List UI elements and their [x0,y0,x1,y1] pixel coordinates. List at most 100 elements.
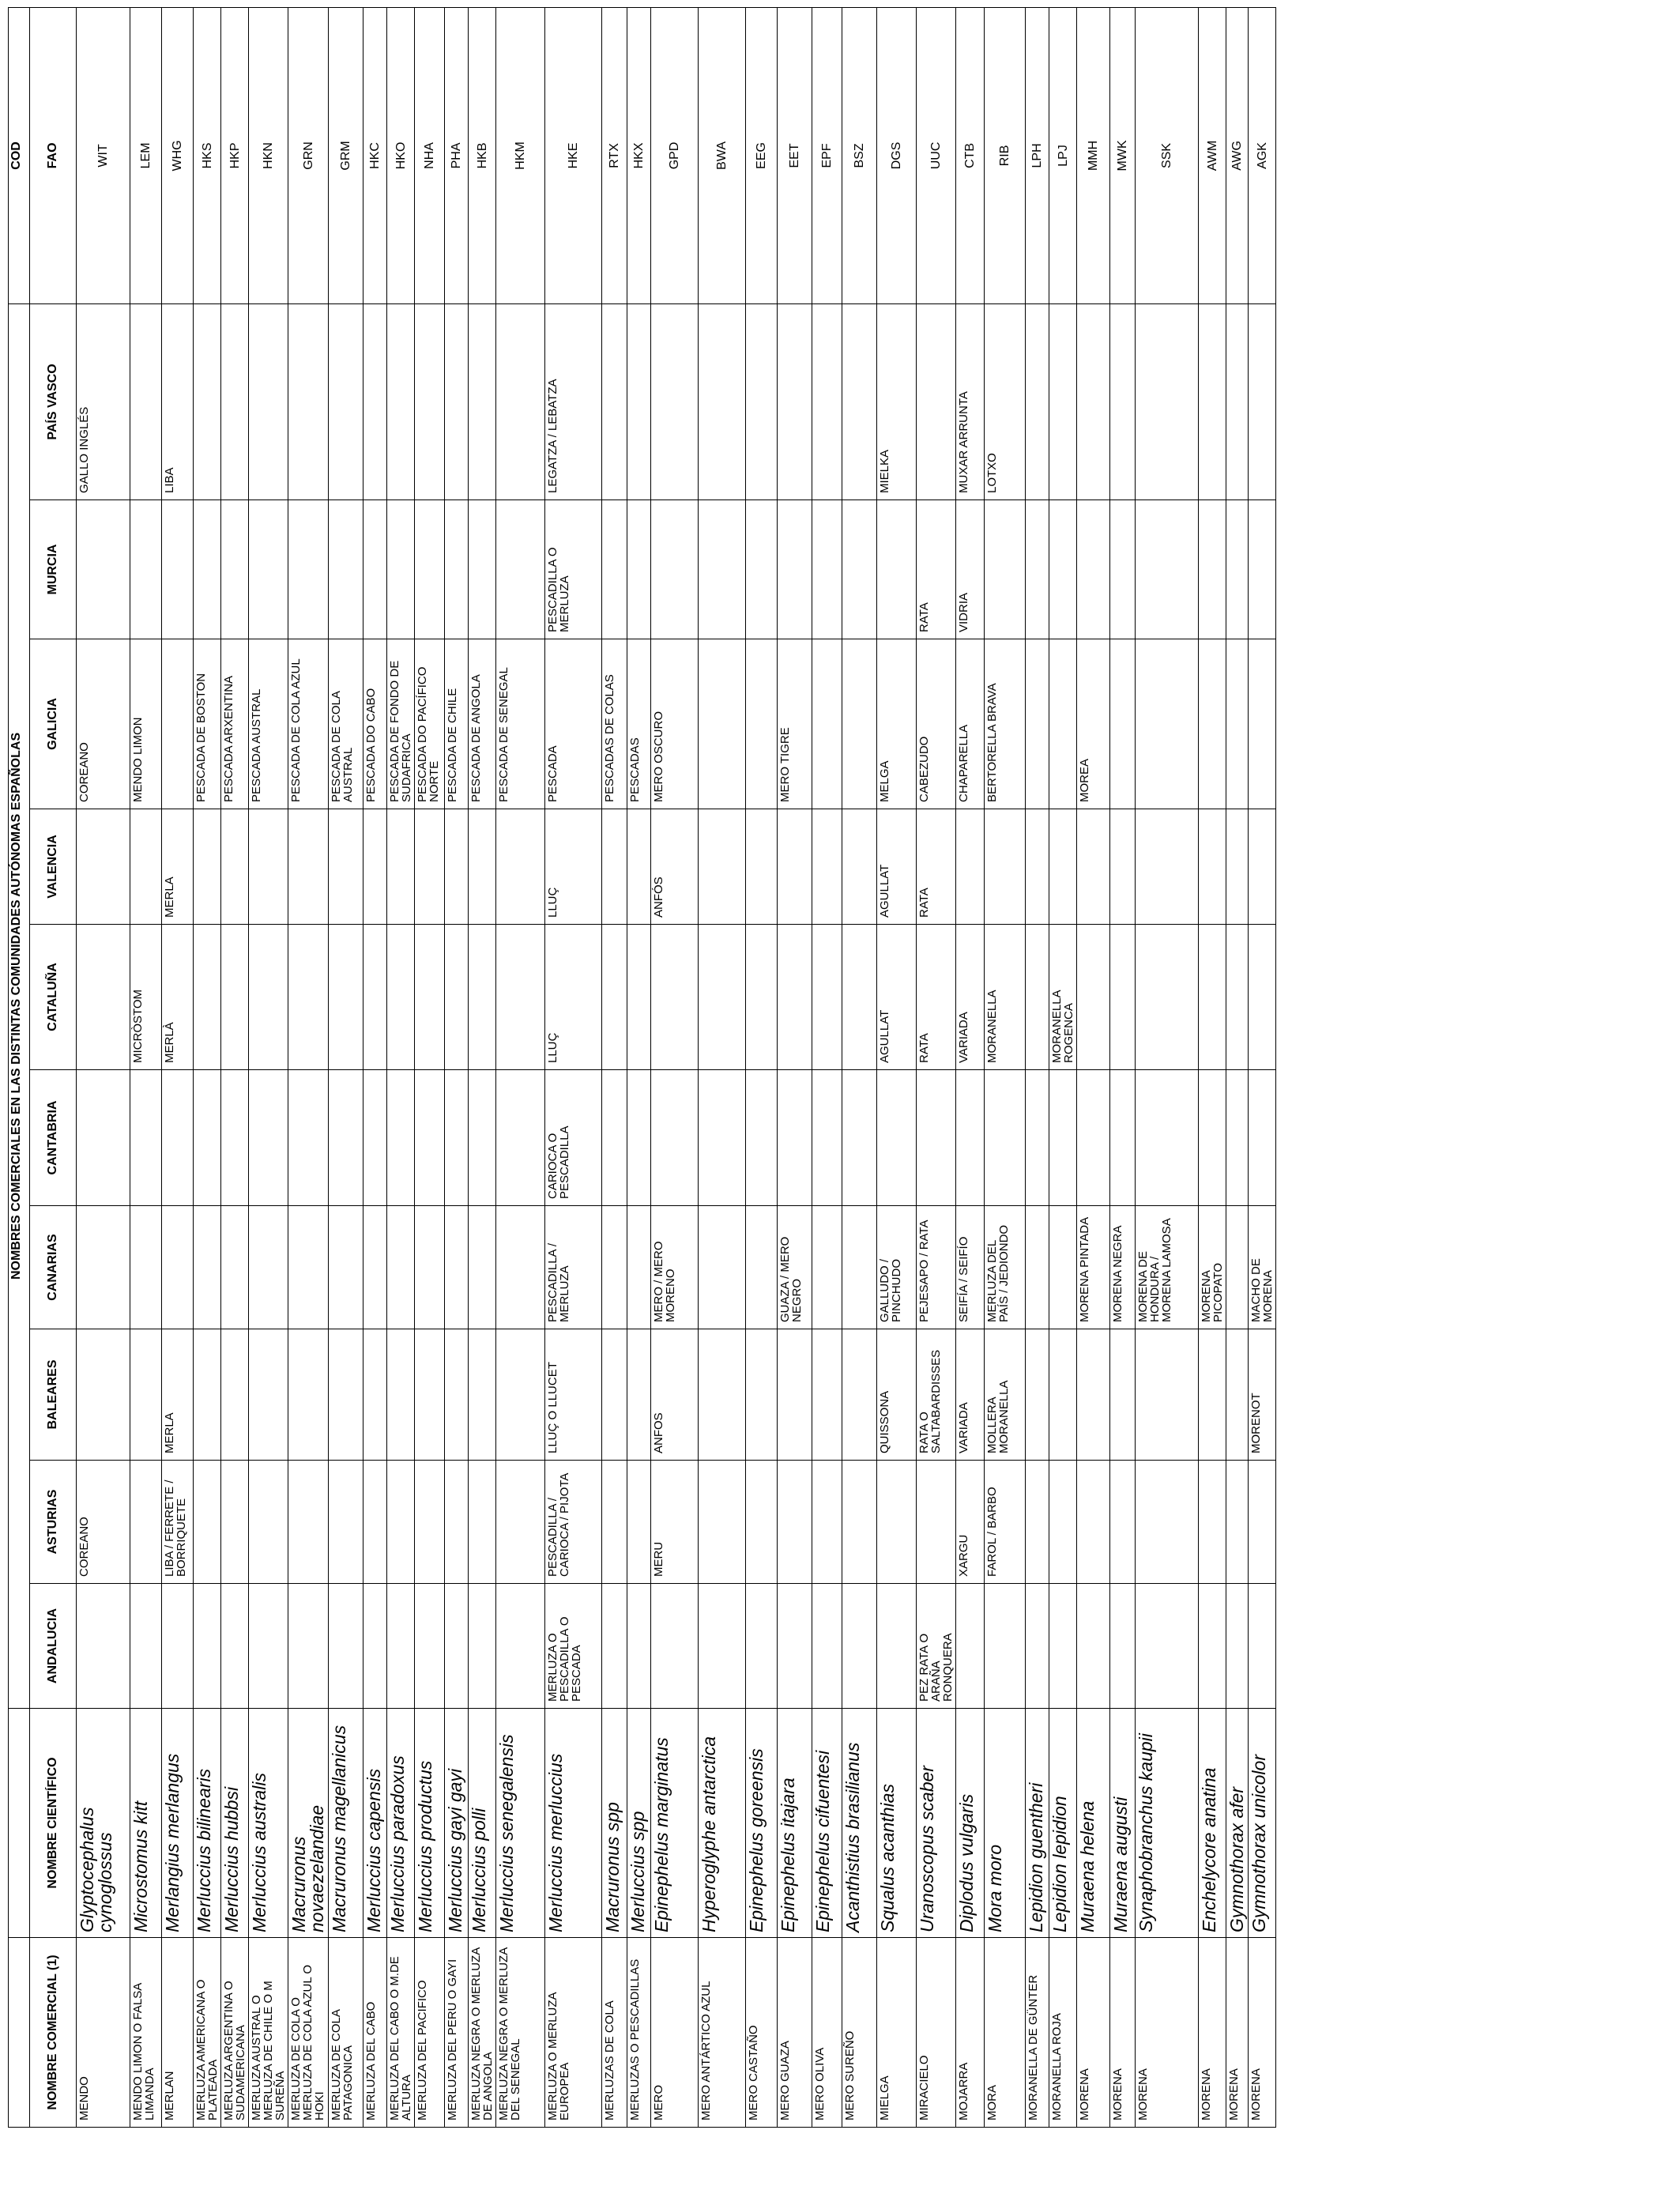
scientific-name-cell: Merluccius productus [414,1708,445,1938]
murcia-cell [328,499,363,639]
commercial-name-cell: MERLUZA DEL CABO [363,1937,387,2128]
table-row: MERLUZA AUSTRAL O MERLUZA DE CHILE O M S… [248,7,288,2128]
galicia-cell: MERO TIGRE [777,639,812,809]
scientific-name-cell: Merluccius gayi gayi [444,1708,469,1938]
regional-names-group-header: NOMBRES COMERCIALES EN LAS DISTINTAS COM… [8,303,30,1709]
asturias-cell [777,1460,812,1584]
cantabria-cell [916,1069,956,1206]
cantabria-cell [248,1069,288,1206]
galicia-cell: PESCADA DO PACÍFICO NORTE [414,639,445,809]
andalucia-cell [193,1583,221,1709]
asturias-cell [288,1460,329,1584]
cataluna-cell [698,924,746,1070]
murcia-cell [363,499,387,639]
cantabria-cell [1135,1069,1199,1206]
commercial-name-cell: MORENA [1226,1937,1249,2128]
murcia-cell [495,499,545,639]
table-row: MERO ANTÁRTICO AZUL Hyperoglyphe antarcti… [698,7,746,2128]
canarias-cell [812,1205,842,1329]
cataluna-cell [842,924,877,1070]
andalucia-cell [495,1583,545,1709]
asturias-cell [193,1460,221,1584]
cantabria-cell [220,1069,249,1206]
scientific-name-cell: Muraena augusti [1109,1708,1136,1938]
asturias-cell [1049,1460,1077,1584]
asturias-cell [220,1460,249,1584]
cantabria-cell [76,1069,130,1206]
andalucia-cell: MERLUZA O PESCADILLA O PESCADA [544,1583,602,1709]
scientific-name-cell: Epinephelus marginatus [650,1708,699,1938]
table-row: MORENA Muraena helena MORENA PINTADA MOREA M… [1076,7,1110,2128]
pais-vasco-cell [698,303,746,500]
pais-vasco-cell [495,303,545,500]
fao-code-cell: HKS [193,7,221,304]
baleares-cell: MERLA [161,1329,194,1461]
pais-vasco-cell [1025,303,1049,500]
canarias-cell [745,1205,778,1329]
asturias-cell [414,1460,445,1584]
cantabria-cell [627,1069,651,1206]
murcia-cell [777,499,812,639]
table-row: MERLUZA NEGRA O MERLUZA DEL SENEGAL Merlu… [495,7,545,2128]
galicia-cell: CHAPARELLA [955,639,985,809]
scientific-name-cell: Mora moro [984,1708,1026,1938]
scientific-name-cell: Merlangius merlangus [161,1708,194,1938]
murcia-cell [1049,499,1077,639]
valencia-cell [984,809,1026,925]
valencia-cell [193,809,221,925]
scientific-name-cell: Epinephelus cifuentesi [812,1708,842,1938]
baleares-cell [601,1329,627,1461]
cataluna-cell [1226,924,1249,1070]
asturias-cell [1076,1460,1110,1584]
column-header-scientific-name: NOMBRE CIENTÍFICO [29,1708,77,1938]
cataluna-cell [1076,924,1110,1070]
valencia-cell [1109,809,1136,925]
cataluna-cell [1248,924,1276,1070]
baleares-cell [495,1329,545,1461]
baleares-cell [386,1329,415,1461]
asturias-cell [1025,1460,1049,1584]
scientific-name-cell: Squalus acanthias [876,1708,917,1938]
scientific-name-cell: Merluccius spp [627,1708,651,1938]
canarias-cell: MERO / MERO MORENO [650,1205,699,1329]
valencia-cell: AGULLAT [876,809,917,925]
andalucia-cell [842,1583,877,1709]
valencia-cell [495,809,545,925]
fao-code-cell: WIT [76,7,130,304]
scientific-name-cell: Enchelycore anatina [1198,1708,1226,1938]
baleares-cell: QUISSONA [876,1329,917,1461]
fao-code-cell: NHA [414,7,445,304]
valencia-cell [1025,809,1049,925]
galicia-cell [698,639,746,809]
asturias-cell [627,1460,651,1584]
cataluna-cell [1198,924,1226,1070]
murcia-cell: VIDRIA [955,499,985,639]
galicia-cell: PESCADAS [627,639,651,809]
andalucia-cell: PEZ RATA O ARAÑA RONQUERA [916,1583,956,1709]
galicia-cell: PESCADA [544,639,602,809]
murcia-cell [1135,499,1199,639]
table-row: MORANELLA ROJA Lepidion lepidion MORANELLA… [1049,7,1077,2128]
asturias-cell [1248,1460,1276,1584]
valencia-cell [220,809,249,925]
canarias-cell: MORENA DE HONDURA / MORENA LAMOSA [1135,1205,1199,1329]
pais-vasco-cell [414,303,445,500]
canarias-cell: MORENA PINTADA [1076,1205,1110,1329]
murcia-cell [627,499,651,639]
baleares-cell [130,1329,162,1461]
baleares-cell [414,1329,445,1461]
andalucia-cell [650,1583,699,1709]
cantabria-cell: CARIOCA O PESCADILLA [544,1069,602,1206]
galicia-cell [745,639,778,809]
galicia-cell [161,639,194,809]
table-row: MIRACIELO Uranoscopus scaber PEZ RATA O AR… [916,7,956,2128]
commercial-name-cell: MORANELLA DE GÜNTER [1025,1937,1049,2128]
murcia-cell [876,499,917,639]
canarias-cell [248,1205,288,1329]
pais-vasco-cell: LOTXO [984,303,1026,500]
valencia-cell [842,809,877,925]
baleares-cell [777,1329,812,1461]
scientific-name-cell: Microstomus kitt [130,1708,162,1938]
baleares-cell [1226,1329,1249,1461]
galicia-cell [1109,639,1136,809]
